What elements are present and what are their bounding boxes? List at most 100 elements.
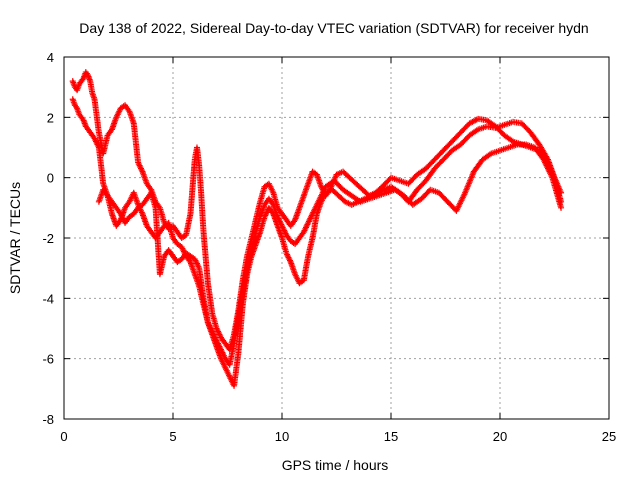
data-trail [532, 145, 546, 162]
data-trail [101, 188, 110, 198]
data-trail [262, 197, 271, 207]
data-trail [88, 130, 97, 140]
data-trail [528, 130, 542, 147]
data-trail [123, 215, 132, 225]
data-trail [105, 127, 114, 137]
x-tick-label: 20 [493, 429, 507, 444]
data-trail [175, 257, 184, 265]
data-trail [359, 196, 371, 205]
x-axis-label: GPS time / hours [282, 457, 389, 473]
data-trail [205, 281, 215, 315]
data-trail [423, 167, 437, 183]
data-trail [467, 116, 480, 126]
x-tick-label: 10 [275, 429, 289, 444]
data-trail [309, 212, 320, 240]
data-trail [183, 212, 194, 237]
data-trail [330, 187, 341, 198]
data-trail [70, 79, 78, 89]
data-trail [450, 130, 463, 144]
y-tick-label: 0 [47, 171, 54, 186]
data-trail [376, 190, 388, 199]
data-trail [367, 193, 380, 202]
data-trail [153, 230, 162, 240]
data-trail [196, 266, 207, 300]
y-axis-label: SDTVAR / TECUs [7, 182, 23, 294]
data-trail [219, 336, 228, 346]
data-trail [192, 257, 202, 270]
data-trail [135, 161, 145, 174]
data-trail [114, 218, 123, 228]
data-trail [354, 181, 365, 192]
data-point [558, 204, 565, 211]
data-trail [310, 203, 320, 216]
data-trail [196, 284, 207, 306]
data-trail [119, 103, 127, 111]
y-tick-label: 4 [47, 50, 54, 65]
data-trail [467, 127, 480, 138]
data-trail [341, 187, 354, 198]
data-trail [223, 342, 232, 352]
data-trail [441, 139, 454, 153]
data-trail [144, 182, 154, 192]
data-trail [214, 327, 224, 339]
data-trail [81, 118, 89, 128]
x-tick-label: 25 [602, 429, 616, 444]
data-trail [337, 194, 347, 204]
data-trail [196, 164, 205, 198]
data-trail [415, 166, 428, 177]
data-trail [450, 142, 463, 153]
data-trail [305, 212, 315, 225]
data-trail [70, 97, 78, 107]
data-trail [89, 91, 97, 101]
data-trail [507, 142, 519, 150]
data-trail [188, 254, 197, 262]
y-tick-label: -8 [42, 412, 54, 427]
data-trail [248, 230, 259, 252]
data-trail [502, 133, 515, 144]
data-trail [341, 169, 352, 180]
data-trail [288, 218, 297, 228]
data-trail [123, 200, 132, 210]
data-trail [244, 248, 255, 270]
data-trail [471, 157, 485, 174]
data-trail [279, 224, 289, 237]
data-trail [503, 119, 515, 128]
data-trail [130, 122, 141, 164]
data-trail [350, 199, 360, 208]
axis-ticks: 0 5 10 15 20 25 -8 -6 -4 -2 0 2 4 [42, 50, 616, 444]
data-trail [459, 133, 472, 147]
data-trail [158, 224, 167, 234]
data-trail [289, 239, 297, 246]
data-trail [105, 194, 115, 216]
data-series-2 [69, 96, 565, 389]
data-trail [227, 342, 237, 367]
data-trail [92, 137, 102, 149]
data-trail [235, 290, 246, 318]
data-trail [335, 169, 345, 177]
data-trail [437, 191, 450, 204]
data-trail [200, 303, 211, 324]
data-trail [343, 199, 354, 208]
data-trail [235, 303, 246, 354]
data-trail [314, 194, 324, 207]
data-trail [81, 70, 89, 80]
data-trail [376, 187, 386, 195]
data-trail [110, 200, 119, 210]
data-trail [305, 236, 316, 258]
x-tick-label: 15 [384, 429, 398, 444]
data-trail [301, 254, 311, 282]
data-trail [144, 191, 154, 201]
data-trail [135, 203, 145, 216]
data-trail [194, 146, 202, 167]
data-trail [275, 206, 284, 216]
data-trail [520, 121, 533, 135]
data-trail [205, 321, 215, 333]
data-trail [214, 339, 224, 352]
data-trail [231, 315, 242, 345]
data-trail [96, 146, 106, 186]
data-trail [114, 206, 123, 216]
data-trail [87, 79, 95, 95]
data-trail [74, 82, 82, 92]
data-trail [175, 242, 184, 249]
